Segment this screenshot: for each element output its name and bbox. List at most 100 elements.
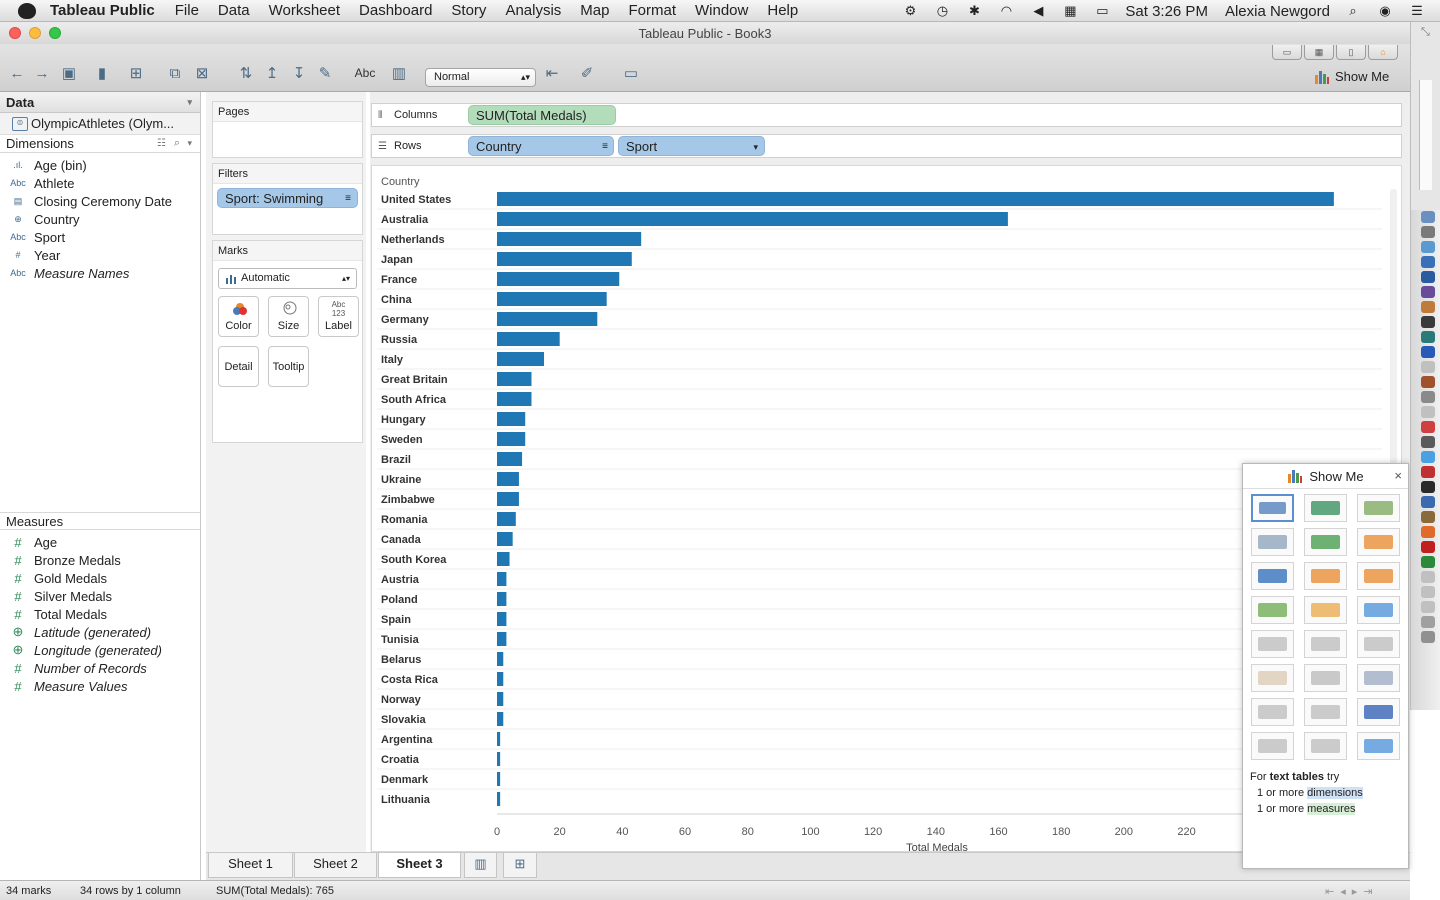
highlight-icon[interactable]: ✎ xyxy=(318,65,332,82)
dock-app-icon[interactable] xyxy=(1421,451,1435,463)
forward-arrow-icon[interactable]: → xyxy=(34,64,50,82)
start-page-tab[interactable]: ⌂ xyxy=(1368,45,1398,60)
fit-icon[interactable]: ▥ xyxy=(391,65,407,82)
field-item[interactable]: .ıl. Age (bin) xyxy=(0,156,200,174)
presentation-view-tab[interactable]: ▭ xyxy=(1272,45,1302,60)
menu-worksheet[interactable]: Worksheet xyxy=(268,2,341,19)
discrete-lines-icon[interactable] xyxy=(1304,630,1347,658)
annotate-icon[interactable]: ✐ xyxy=(580,65,594,82)
horizontal-bars-icon[interactable] xyxy=(1251,562,1294,590)
presentation-mode-icon[interactable]: ▭ xyxy=(623,65,639,82)
wifi-icon[interactable]: ◠ xyxy=(1000,3,1013,18)
field-item[interactable]: ⊕ Latitude (generated) xyxy=(0,623,200,641)
treemap-icon[interactable] xyxy=(1251,596,1294,624)
clear-sheet-icon[interactable]: ⊠ xyxy=(195,65,209,82)
menubar-user[interactable]: Alexia Newgord xyxy=(1224,2,1330,20)
sorter-view-tab[interactable]: ▦ xyxy=(1304,45,1334,60)
field-item[interactable]: # Measure Values xyxy=(0,677,200,695)
field-item[interactable]: Abc Athlete xyxy=(0,174,200,192)
dock-app-icon[interactable] xyxy=(1421,631,1435,643)
close-icon[interactable]: × xyxy=(1394,468,1402,483)
spotlight-icon[interactable]: ⌕ xyxy=(1349,3,1357,18)
color-button[interactable]: Color xyxy=(218,296,259,337)
symbol-map-icon[interactable] xyxy=(1251,528,1294,556)
dock-app-icon[interactable] xyxy=(1421,541,1435,553)
close-window-button[interactable] xyxy=(9,27,21,39)
field-item[interactable]: ⊕ Longitude (generated) xyxy=(0,641,200,659)
dimensions-menu-icon[interactable]: ▾ xyxy=(187,138,192,148)
label-button[interactable]: Abc 123 Label xyxy=(318,296,359,337)
swap-rows-columns-icon[interactable]: ⇅ xyxy=(239,65,253,82)
filled-map-icon[interactable] xyxy=(1304,528,1347,556)
size-button[interactable]: Size xyxy=(268,296,309,337)
dock-app-icon[interactable] xyxy=(1421,526,1435,538)
app-menu[interactable]: Tableau Public xyxy=(50,2,155,19)
dock-app-icon[interactable] xyxy=(1421,466,1435,478)
pane-menu-icon[interactable]: ▾ xyxy=(187,97,192,107)
continuous-lines-icon[interactable] xyxy=(1251,630,1294,658)
histogram-icon[interactable] xyxy=(1304,698,1347,726)
columns-pill-total-medals[interactable]: SUM(Total Medals) xyxy=(468,105,616,125)
datasource-item[interactable]: ⊜ OlympicAthletes (Olym... xyxy=(0,113,200,135)
field-item[interactable]: # Number of Records xyxy=(0,659,200,677)
dock-app-icon[interactable] xyxy=(1421,376,1435,388)
fit-select[interactable]: Normal ▴▾ xyxy=(425,68,536,87)
dock-app-icon[interactable] xyxy=(1421,421,1435,433)
bluetooth-icon[interactable]: ✱ xyxy=(968,3,980,18)
save-icon[interactable]: ▣ xyxy=(61,65,77,82)
resize-icon[interactable]: ⤡ xyxy=(1421,26,1430,38)
dock-app-icon[interactable] xyxy=(1421,556,1435,568)
time-machine-icon[interactable]: ◷ xyxy=(936,3,949,18)
field-item[interactable]: # Gold Medals xyxy=(0,569,200,587)
notification-center-icon[interactable]: ☰ xyxy=(1411,3,1423,18)
battery-icon[interactable]: ▭ xyxy=(1096,3,1109,18)
dock-app-icon[interactable] xyxy=(1421,616,1435,628)
field-item[interactable]: # Year xyxy=(0,246,200,264)
dock-app-icon[interactable] xyxy=(1421,316,1435,328)
dock-app-icon[interactable] xyxy=(1421,391,1435,403)
columns-shelf[interactable]: ⦀ Columns SUM(Total Medals) xyxy=(371,103,1402,127)
menu-analysis[interactable]: Analysis xyxy=(505,2,562,19)
text-table-icon[interactable] xyxy=(1251,494,1294,522)
tooltip-button[interactable]: Tooltip xyxy=(268,346,309,387)
dock-app-icon[interactable] xyxy=(1421,226,1435,238)
menu-map[interactable]: Map xyxy=(580,2,610,19)
search-icon[interactable]: ⌕ xyxy=(173,137,180,149)
dock-app-icon[interactable] xyxy=(1421,601,1435,613)
menu-file[interactable]: File xyxy=(174,2,199,19)
minimize-window-button[interactable] xyxy=(29,27,41,39)
dock-app-icon[interactable] xyxy=(1421,571,1435,583)
volume-icon[interactable]: ◀ xyxy=(1033,3,1044,18)
menu-dashboard[interactable]: Dashboard xyxy=(359,2,433,19)
datasource-icon[interactable]: ▮ xyxy=(97,65,107,82)
rows-pill-country[interactable]: Country ≡ xyxy=(468,136,614,156)
field-item[interactable]: # Age xyxy=(0,533,200,551)
rows-pill-sport[interactable]: Sport ▾ xyxy=(618,136,765,156)
circle-views-icon[interactable] xyxy=(1304,596,1347,624)
scatter-plot-icon[interactable] xyxy=(1251,698,1294,726)
packed-bubbles-icon[interactable] xyxy=(1357,732,1400,760)
menu-help[interactable]: Help xyxy=(767,2,799,19)
side-by-side-circles-icon[interactable] xyxy=(1357,596,1400,624)
menu-data[interactable]: Data xyxy=(217,2,250,19)
show-mark-labels-icon[interactable]: Abc xyxy=(354,66,376,80)
field-item[interactable]: # Silver Medals xyxy=(0,587,200,605)
calendar-icon[interactable]: ▦ xyxy=(1064,3,1077,18)
detail-button[interactable]: Detail xyxy=(218,346,259,387)
accessibility-icon[interactable]: ◉ xyxy=(1379,3,1391,18)
fix-axes-icon[interactable]: ⇤ xyxy=(545,65,559,82)
dock-app-icon[interactable] xyxy=(1421,286,1435,298)
heat-map-icon[interactable] xyxy=(1304,494,1347,522)
back-arrow-icon[interactable]: ← xyxy=(9,64,25,82)
apple-icon[interactable] xyxy=(18,2,36,19)
new-worksheet-tab-icon[interactable]: ▥ xyxy=(464,853,497,878)
new-dashboard-tab-icon[interactable]: ⊞ xyxy=(503,853,537,878)
dock-app-icon[interactable] xyxy=(1421,481,1435,493)
rows-shelf[interactable]: ☰ Rows Country ≡ Sport ▾ xyxy=(371,134,1402,158)
field-item[interactable]: ▤ Closing Ceremony Date xyxy=(0,192,200,210)
show-me-button[interactable]: Show Me xyxy=(1314,69,1389,84)
sort-ascending-icon[interactable]: ↥ xyxy=(265,65,279,82)
field-item[interactable]: ⊕ Country xyxy=(0,210,200,228)
dock-app-icon[interactable] xyxy=(1421,436,1435,448)
dock-app-icon[interactable] xyxy=(1421,256,1435,268)
